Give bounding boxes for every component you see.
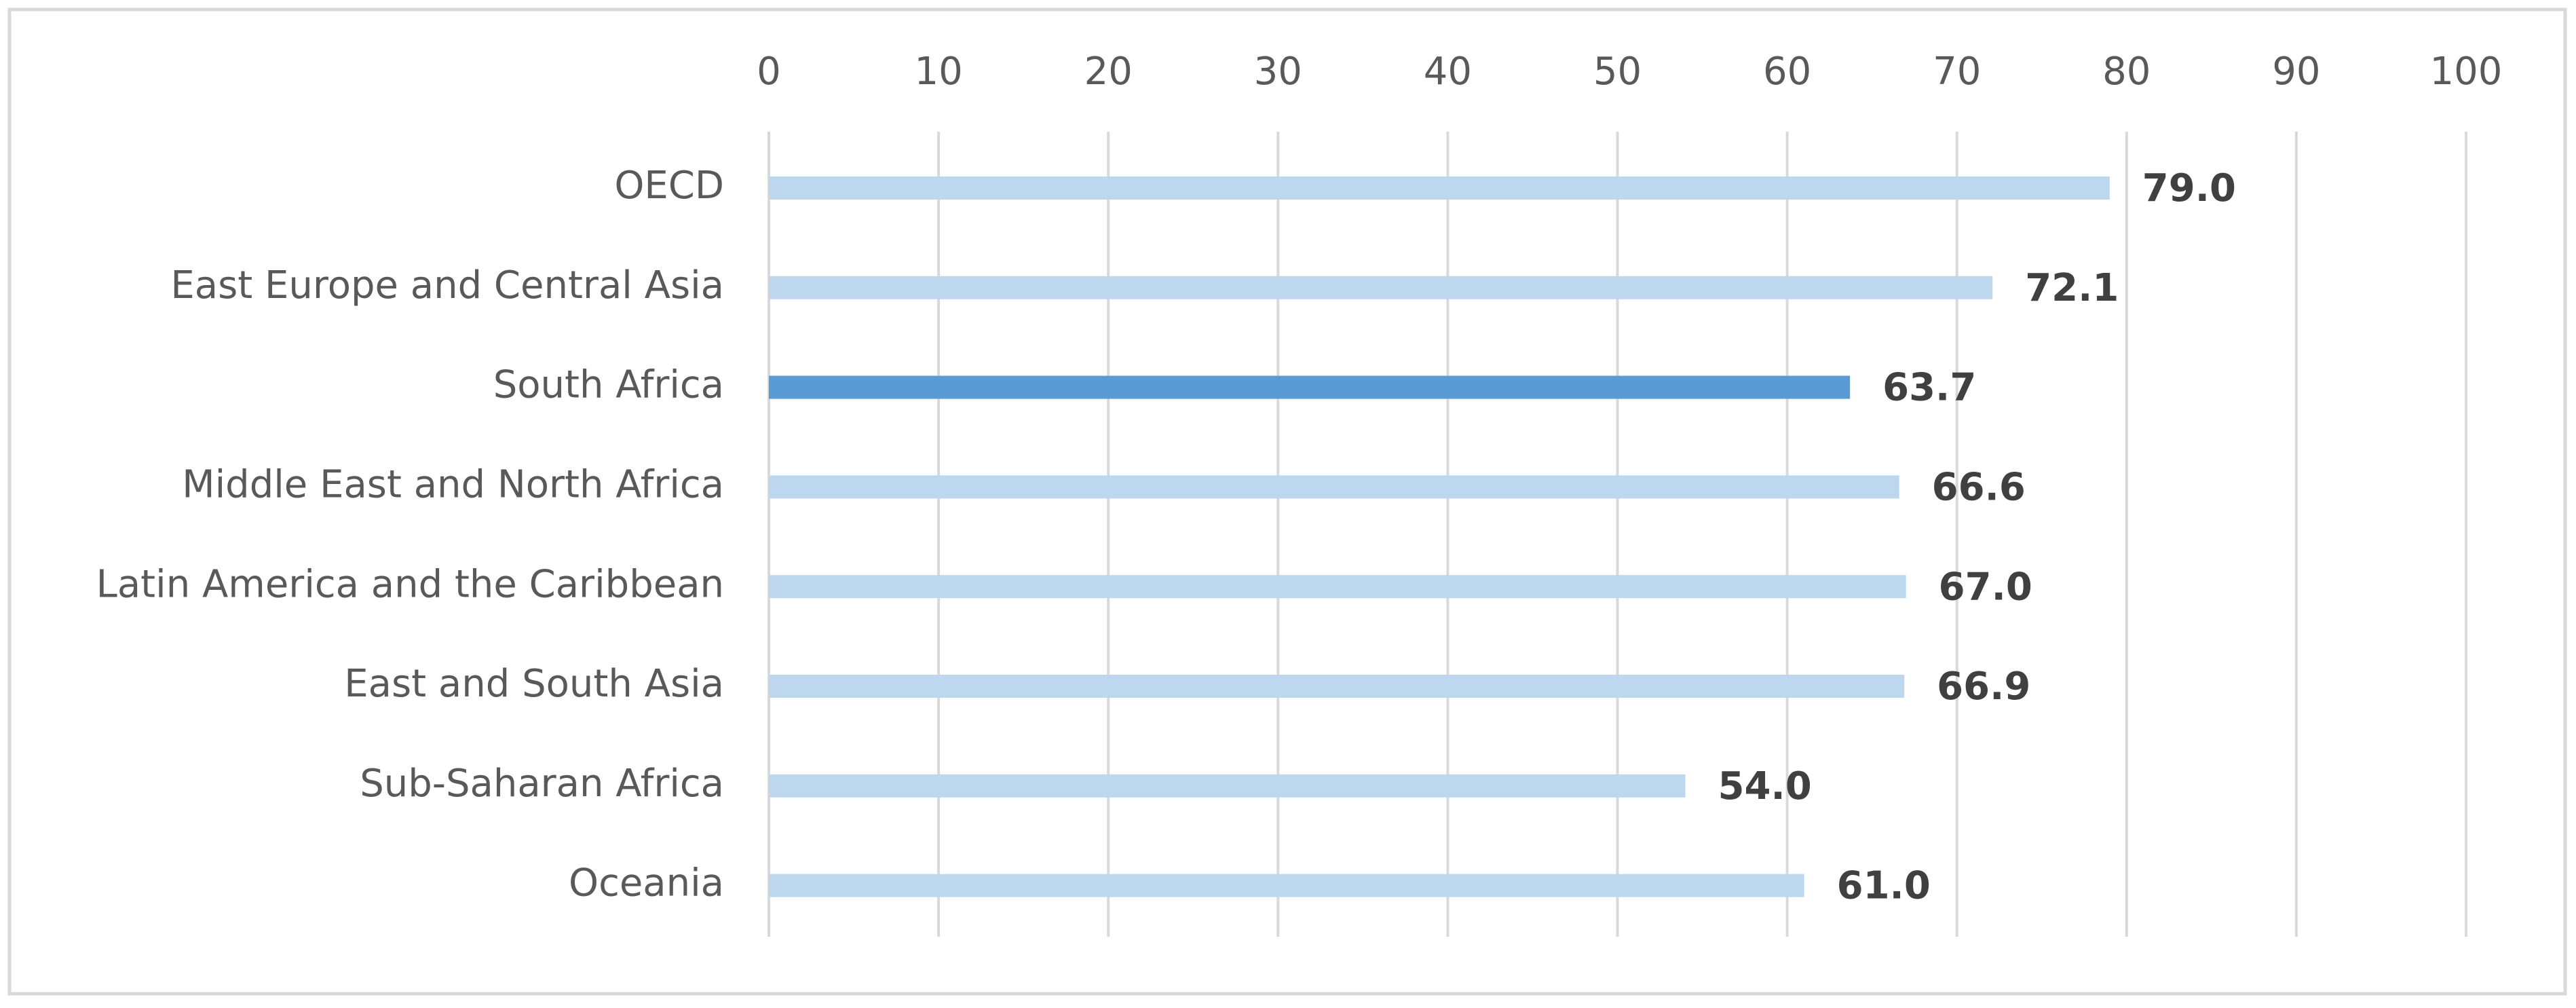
- chart-border: [7, 7, 2567, 996]
- x-tick-label: 90: [2272, 50, 2320, 94]
- category-label: East and South Asia: [344, 662, 724, 706]
- bar: [769, 575, 1906, 599]
- bar: [769, 774, 1686, 798]
- x-tick-label: 10: [914, 50, 962, 94]
- category-label: South Africa: [493, 363, 724, 407]
- bar: [769, 176, 2110, 200]
- value-label: 67.0: [1939, 565, 2032, 609]
- category-label: OECD: [614, 164, 724, 208]
- x-tick-label: 100: [2430, 50, 2503, 94]
- value-label: 66.6: [1932, 466, 2026, 510]
- value-label: 54.0: [1718, 764, 1812, 808]
- value-label: 66.9: [1937, 665, 2030, 709]
- x-tick-label: 50: [1593, 50, 1642, 94]
- bar: [769, 475, 1899, 499]
- bar: [769, 675, 1905, 698]
- bar: [769, 375, 1851, 399]
- bar: [769, 276, 1993, 299]
- x-tick-label: 0: [757, 50, 781, 94]
- category-label: East Europe and Central Asia: [170, 263, 724, 307]
- category-label: Middle East and North Africa: [182, 463, 724, 507]
- x-tick-label: 30: [1254, 50, 1302, 94]
- x-tick-label: 20: [1084, 50, 1133, 94]
- value-label: 63.7: [1882, 366, 1976, 410]
- category-label: Sub-Saharan Africa: [360, 762, 724, 806]
- value-label: 79.0: [2142, 166, 2236, 210]
- value-label: 72.1: [2025, 266, 2119, 310]
- x-tick-label: 70: [1933, 50, 1981, 94]
- value-label: 61.0: [1837, 864, 1931, 908]
- category-label: Latin America and the Caribbean: [96, 562, 724, 606]
- bar: [769, 874, 1804, 897]
- category-label: Oceania: [569, 861, 724, 906]
- x-tick-label: 60: [1763, 50, 1811, 94]
- x-tick-label: 80: [2102, 50, 2151, 94]
- x-tick-label: 40: [1424, 50, 1472, 94]
